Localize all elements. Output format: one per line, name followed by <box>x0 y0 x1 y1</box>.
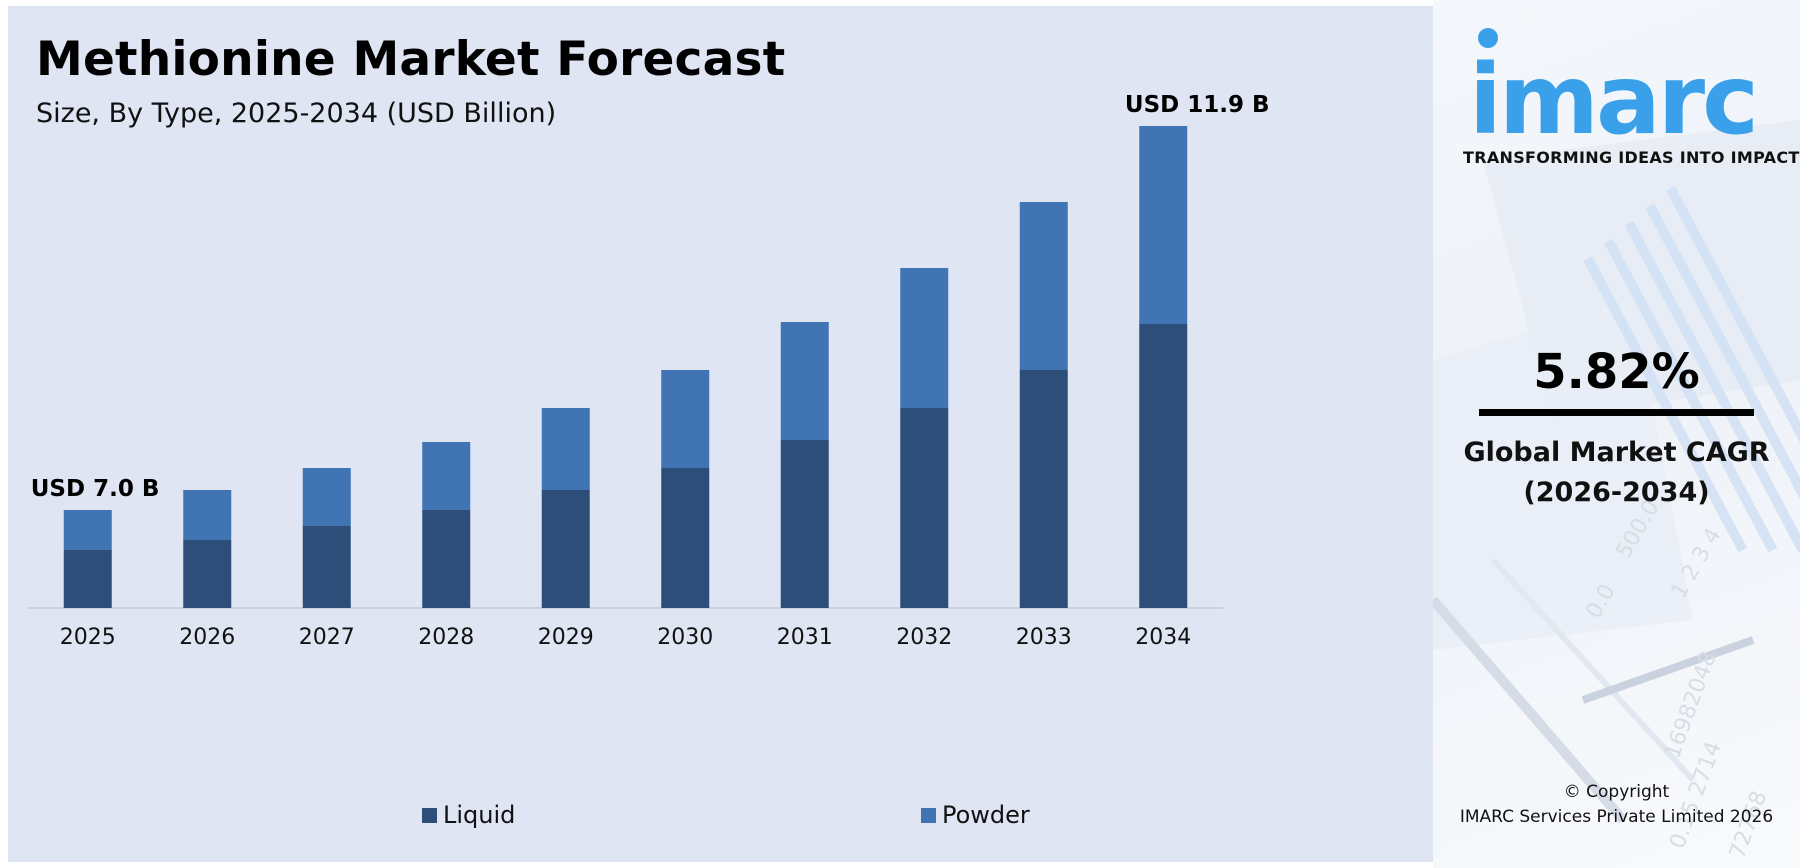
cagr-label-line1: Global Market CAGR <box>1463 437 1770 468</box>
bar-powder-2029[interactable] <box>541 408 590 490</box>
bar-powder-2033[interactable] <box>1019 202 1068 370</box>
bar-liquid-2029[interactable] <box>541 490 590 608</box>
x-tick-label-2030: 2030 <box>657 625 713 650</box>
bar-powder-2034[interactable] <box>1139 126 1188 324</box>
bar-liquid-2031[interactable] <box>780 440 829 608</box>
bar-powder-2030[interactable] <box>661 370 710 468</box>
cagr-label-line2: (2026-2034) <box>1523 477 1710 508</box>
cagr-label: Global Market CAGR (2026-2034) <box>1433 433 1800 513</box>
legend-label-liquid: Liquid <box>443 801 516 829</box>
cagr-value: 5.82% <box>1533 344 1700 400</box>
legend-swatch-powder <box>921 807 936 823</box>
x-tick-label-2025: 2025 <box>60 625 116 650</box>
chart-title: Methionine Market Forecast <box>36 32 786 87</box>
cagr-divider <box>1479 409 1754 416</box>
bar-liquid-2030[interactable] <box>661 468 710 608</box>
bar-powder-2032[interactable] <box>900 268 949 408</box>
chart-subtitle: Size, By Type, 2025-2034 (USD Billion) <box>36 98 557 129</box>
bar-liquid-2034[interactable] <box>1139 324 1188 608</box>
x-tick-label-2027: 2027 <box>299 625 355 650</box>
x-tick-label-2032: 2032 <box>896 625 952 650</box>
legend-label-powder: Powder <box>942 801 1030 829</box>
x-tick-label-2031: 2031 <box>777 625 833 650</box>
bar-liquid-2027[interactable] <box>302 526 351 608</box>
side-panel: 0.0 500.0 1 2 3 4 16982048 0.15 2714 727… <box>1433 0 1800 868</box>
x-tick-label-2028: 2028 <box>418 625 474 650</box>
x-tick-label-2029: 2029 <box>538 625 594 650</box>
bar-powder-2026[interactable] <box>183 490 232 540</box>
data-label-2025: USD 7.0 B <box>31 476 160 502</box>
bar-liquid-2025[interactable] <box>63 550 112 608</box>
data-label-2034: USD 11.9 B <box>1125 92 1270 118</box>
bar-powder-2025[interactable] <box>63 510 112 550</box>
copyright-line1: © Copyright <box>1563 782 1670 802</box>
bar-liquid-2032[interactable] <box>900 408 949 608</box>
chart-panel: Methionine Market Forecast Size, By Type… <box>8 6 1433 862</box>
chart-legend: Liquid Powder <box>8 801 1433 841</box>
legend-item-powder[interactable]: Powder <box>921 801 1030 829</box>
bar-liquid-2028[interactable] <box>422 510 471 608</box>
x-tick-label-2034: 2034 <box>1135 625 1191 650</box>
decorative-background-chart-graphic: 0.0 500.0 1 2 3 4 16982048 0.15 2714 727… <box>1433 120 1800 862</box>
bar-powder-2028[interactable] <box>422 442 471 510</box>
legend-item-liquid[interactable]: Liquid <box>422 801 515 829</box>
bar-liquid-2033[interactable] <box>1019 370 1068 608</box>
legend-swatch-liquid <box>422 807 437 823</box>
logo-dot-icon <box>1478 28 1498 48</box>
bar-powder-2027[interactable] <box>302 468 351 526</box>
bar-powder-2031[interactable] <box>780 322 829 440</box>
logo-wordmark: imarc <box>1469 44 1759 156</box>
bar-liquid-2026[interactable] <box>183 540 232 608</box>
stacked-bar-chart: 2025 USD 7.0 B 2026 2027 2028 2029 2030 2031 203… <box>28 92 1270 650</box>
logo-tagline: TRANSFORMING IDEAS INTO IMPACT <box>1463 148 1800 167</box>
imarc-logo: imarc TRANSFORMING IDEAS INTO IMPACT <box>1453 20 1799 170</box>
x-tick-label-2026: 2026 <box>179 625 235 650</box>
x-tick-label-2033: 2033 <box>1016 625 1072 650</box>
copyright: © Copyright IMARC Services Private Limit… <box>1433 780 1800 830</box>
copyright-line2: IMARC Services Private Limited 2026 <box>1459 807 1774 827</box>
